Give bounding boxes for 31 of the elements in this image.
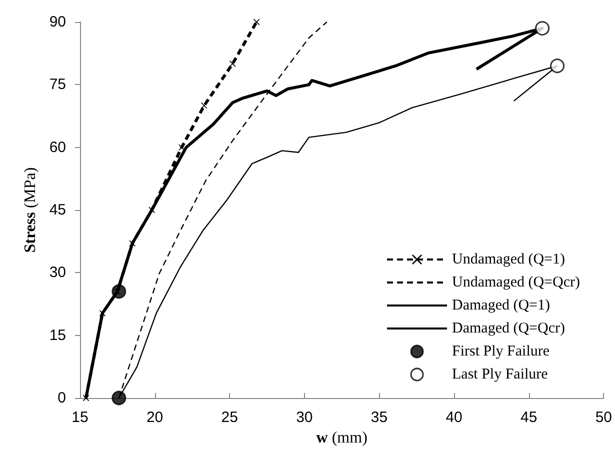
x-tick-label: 25: [221, 409, 238, 426]
y-tick-label: 75: [49, 76, 66, 94]
legend-label: Undamaged (Q=1): [452, 252, 566, 268]
y-tick-label: 60: [49, 138, 66, 156]
y-axis-title: Stress (MPa): [22, 167, 39, 253]
y-tick-label: 30: [49, 264, 66, 282]
x-tick-label: 50: [595, 409, 612, 426]
x-axis-title: w (mm): [316, 429, 368, 446]
point: [178, 144, 185, 150]
y-tick-label: 0: [58, 390, 66, 406]
y-tick-label: 90: [49, 14, 66, 30]
legend-label: Damaged (Q=1): [452, 298, 550, 314]
x-tick-label: 30: [296, 409, 313, 426]
x-tick-label: 20: [146, 409, 164, 426]
x-tick-label: 45: [520, 409, 538, 426]
legend-label: Undamaged (Q=Qcr): [452, 274, 580, 290]
point: [112, 284, 126, 299]
point: [550, 58, 565, 74]
x-tick-label: 40: [446, 409, 462, 426]
x-tick-label: 15: [72, 409, 88, 426]
point: [535, 21, 550, 36]
point: [129, 240, 136, 246]
point: [82, 395, 89, 401]
y-tick-label: 15: [49, 326, 66, 344]
legend-label: First Ply Failure: [452, 344, 550, 360]
y-tick-label: 45: [49, 202, 66, 218]
legend-label: Damaged (Q=Qcr): [452, 320, 566, 336]
legend-label: Last Ply Failure: [452, 366, 548, 382]
x-tick-label: 35: [370, 409, 388, 426]
point: [254, 19, 260, 25]
point: [112, 390, 126, 406]
